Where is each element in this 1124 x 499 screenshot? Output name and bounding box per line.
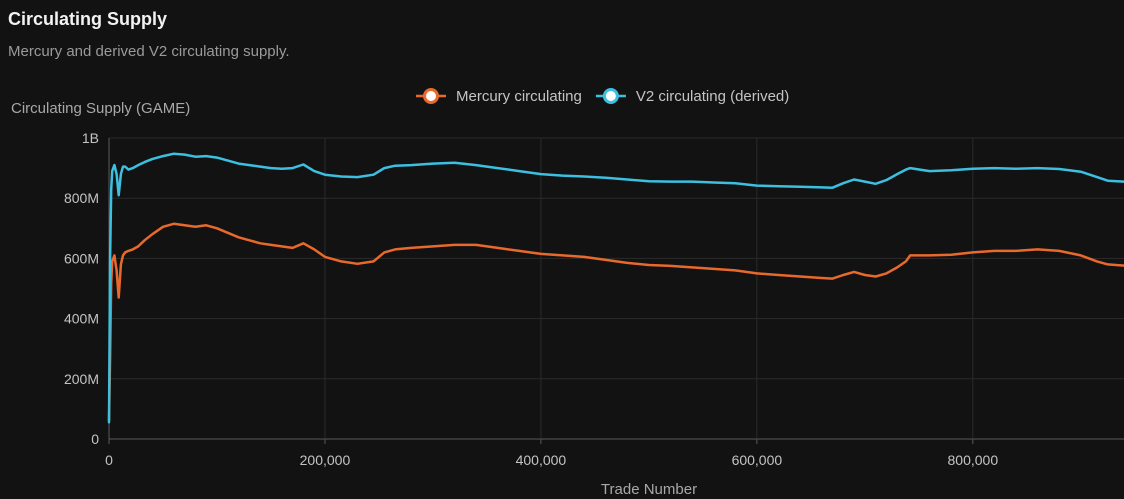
- legend-item-v2[interactable]: V2 circulating (derived): [595, 88, 789, 105]
- series-layer: [107, 152, 1124, 424]
- card-subtitle: Mercury and derived V2 circulating suppl…: [8, 43, 290, 60]
- legend-label: V2 circulating (derived): [636, 88, 789, 105]
- card-title: Circulating Supply: [8, 9, 168, 29]
- legend: Mercury circulating V2 circulating (deriv…: [416, 88, 789, 105]
- y-tick-label: 0: [91, 431, 99, 447]
- legend-label: Mercury circulating: [456, 88, 582, 105]
- x-tick-label: 200,000: [300, 452, 351, 468]
- series-line-v2: [107, 152, 1124, 424]
- x-tick-label: 800,000: [948, 452, 999, 468]
- y-tick-label: 600M: [64, 250, 99, 266]
- grid: [108, 137, 1124, 444]
- y-axis-ticks: 0 200M 400M 600M 800M 1B: [64, 130, 99, 447]
- y-tick-label: 800M: [64, 190, 99, 206]
- y-tick-label: 200M: [64, 371, 99, 387]
- x-axis-ticks: 0 200,000 400,000 600,000 800,000: [105, 452, 998, 468]
- x-tick-label: 400,000: [516, 452, 567, 468]
- y-tick-label: 1B: [82, 130, 99, 146]
- x-tick-label: 600,000: [732, 452, 783, 468]
- x-axis-title: Trade Number: [601, 481, 697, 498]
- x-tick-label: 0: [105, 452, 113, 468]
- series-line-mercury: [107, 222, 1124, 423]
- legend-marker: [602, 88, 619, 104]
- legend-item-mercury[interactable]: Mercury circulating: [416, 88, 582, 105]
- legend-marker: [423, 88, 439, 104]
- y-tick-label: 400M: [64, 311, 99, 327]
- y-axis-title: Circulating Supply (GAME): [11, 100, 190, 117]
